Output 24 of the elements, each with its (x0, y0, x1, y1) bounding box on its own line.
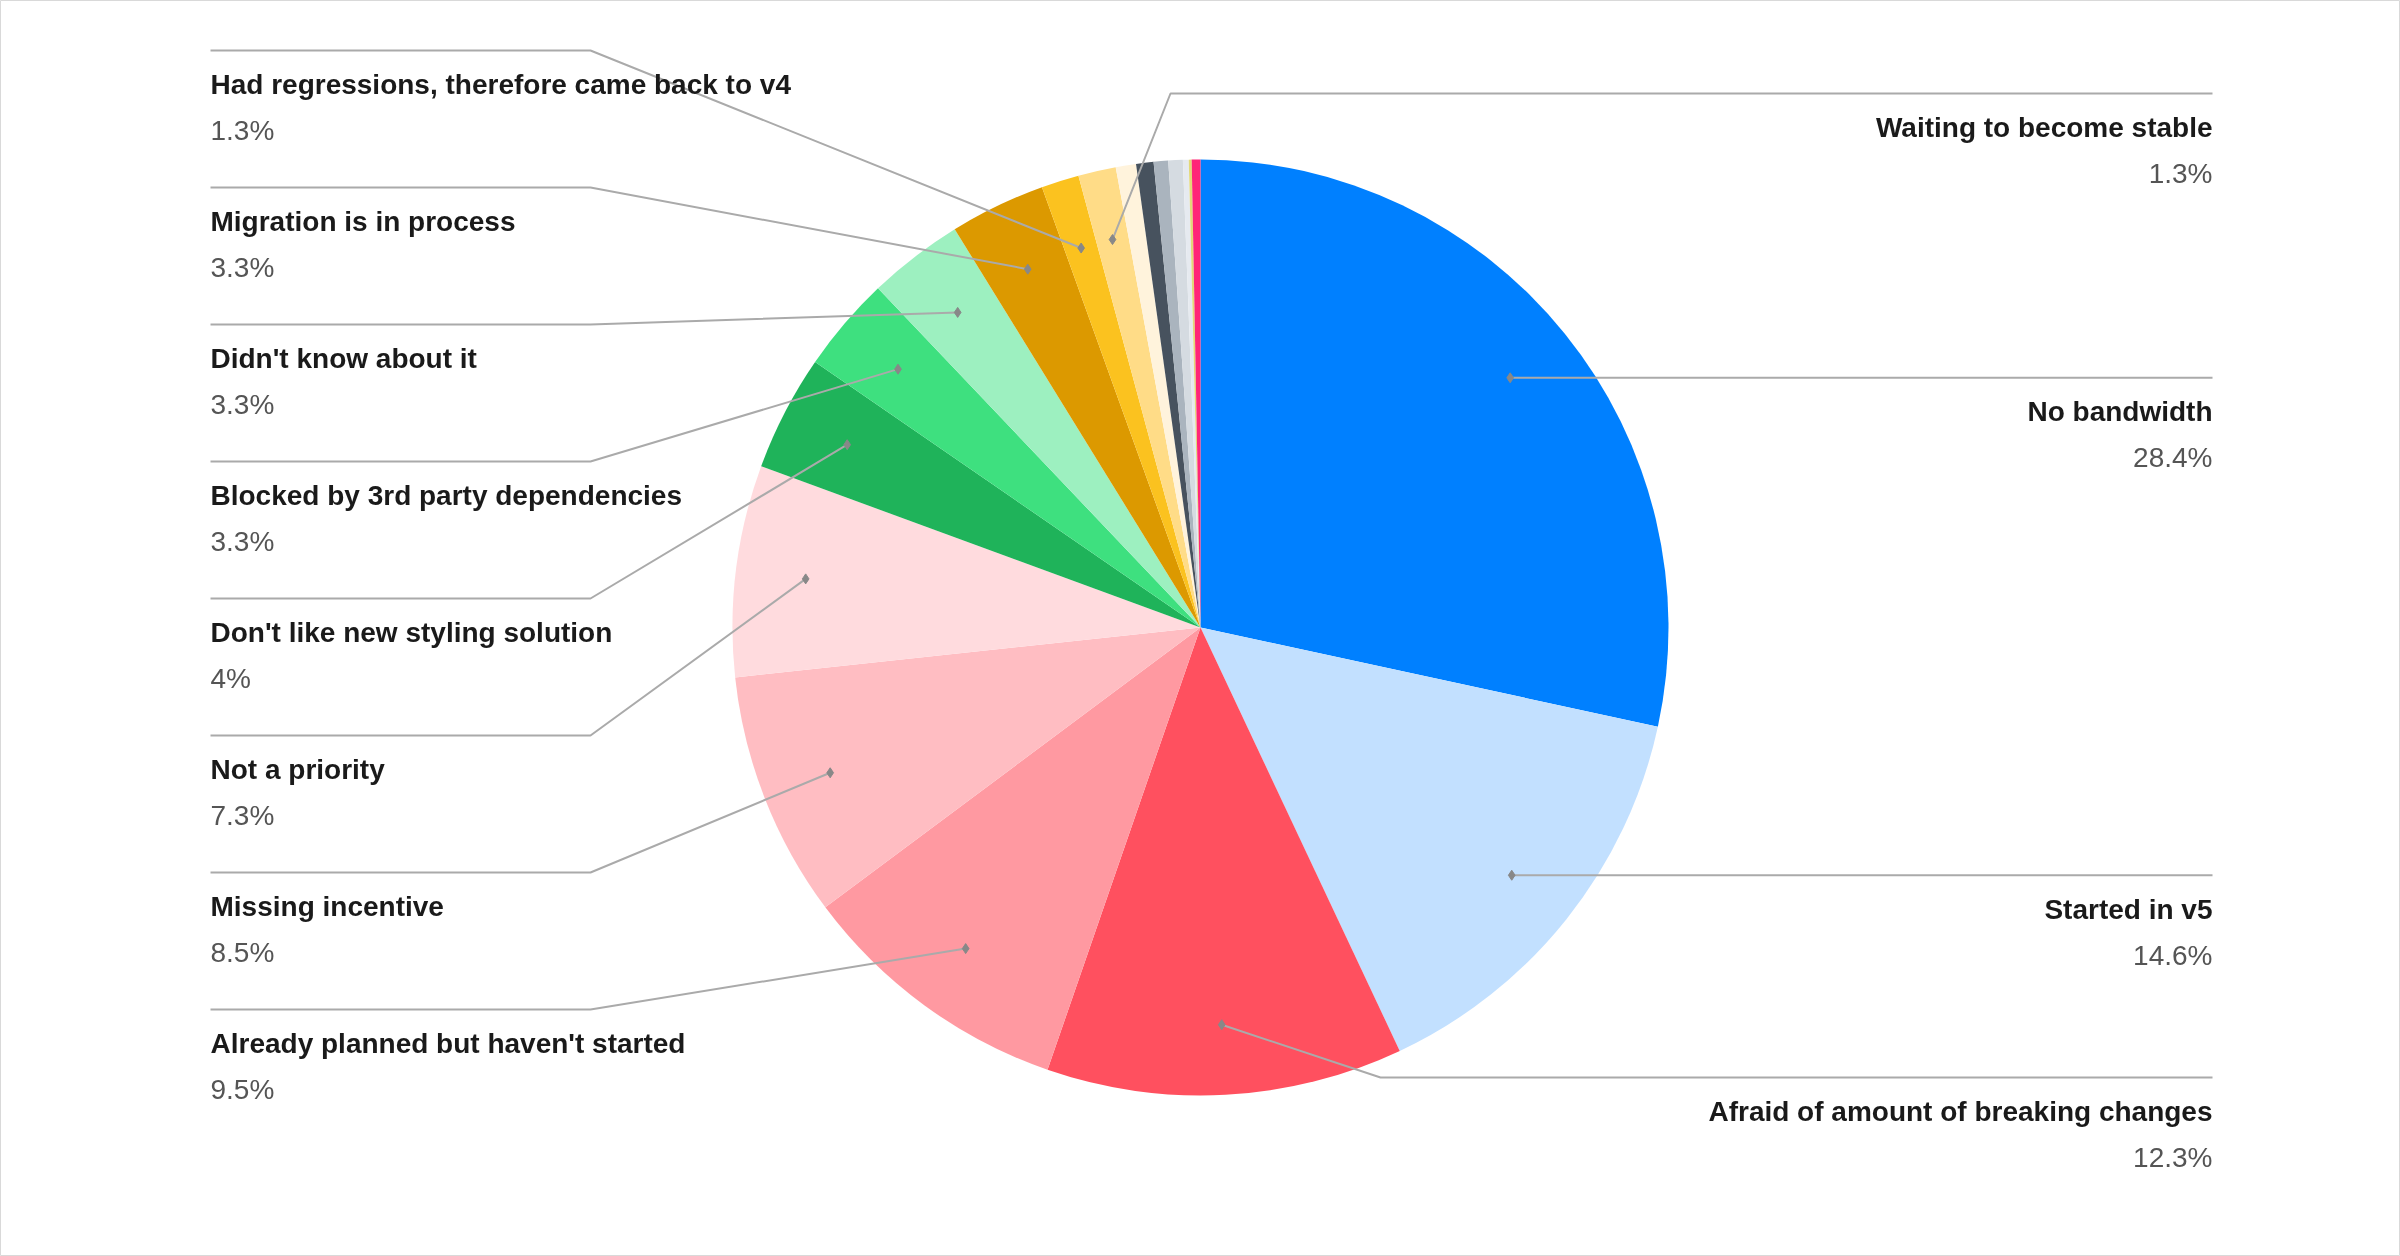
slice-label: Afraid of amount of breaking changes (1708, 1096, 2213, 1127)
slice-label: Migration is in process (210, 206, 516, 237)
data-label: 14.6% (2133, 939, 2213, 971)
slice-label: Don't like new styling solution (210, 617, 613, 648)
data-label: 1.3% (2148, 158, 2213, 189)
data-label: 3.3% (210, 526, 275, 557)
slice-label: Started in v5 (2044, 893, 2213, 925)
data-label: 8.5% (210, 937, 275, 968)
data-label: 3.3% (210, 389, 275, 420)
data-label: 12.3% (2133, 1142, 2213, 1173)
slice-label: Waiting to become stable (1875, 112, 2213, 143)
data-label: 4% (210, 663, 251, 694)
slice-label: Already planned but haven't started (210, 1028, 686, 1059)
slice-label: Had regressions, therefore came back to v4 (210, 69, 792, 100)
slice-label: Blocked by 3rd party dependencies (210, 480, 682, 511)
slice-label: No bandwidth (2027, 396, 2213, 428)
data-label: 9.5% (210, 1074, 275, 1105)
slice-label: Didn't know about it (210, 343, 477, 374)
data-label: 1.3% (210, 115, 275, 146)
slice-label: Missing incentive (210, 891, 444, 922)
data-label: 28.4% (2133, 442, 2213, 474)
data-label: 7.3% (210, 800, 275, 831)
slice-label: Not a priority (210, 754, 386, 785)
data-label: 3.3% (210, 252, 275, 283)
